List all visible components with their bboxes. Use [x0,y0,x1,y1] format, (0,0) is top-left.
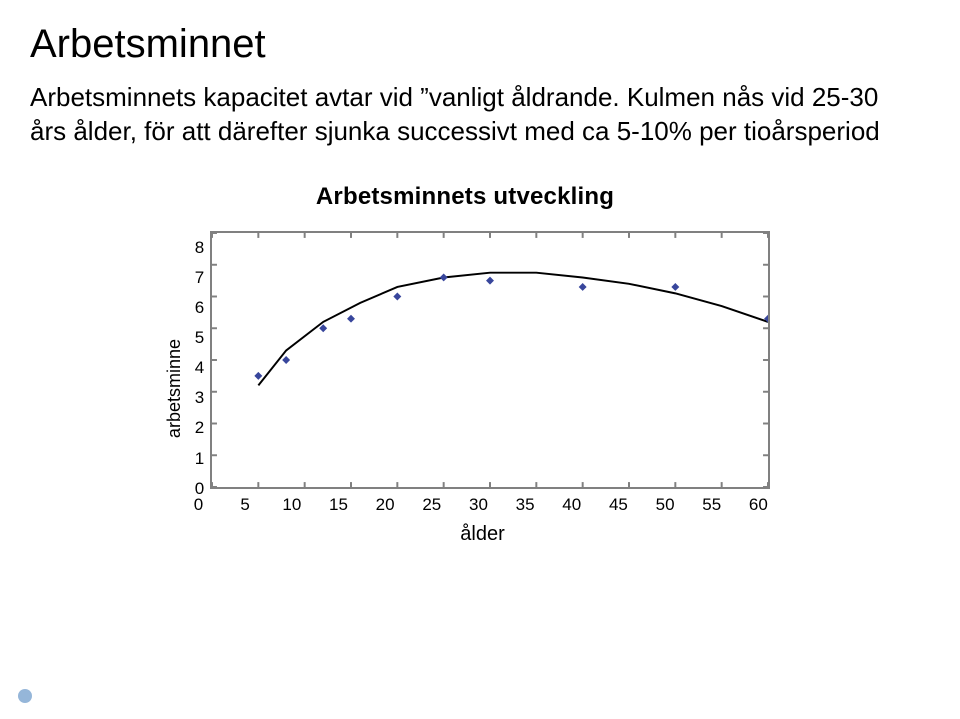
y-tick-label: 5 [195,329,204,346]
y-tick-label: 3 [195,389,204,406]
plot-column: 876543210 051015202530354045505560 ålder [195,231,770,546]
x-axis-label: ålder [460,523,504,546]
bullet-decoration [18,689,32,703]
data-marker [672,283,680,291]
slide-page: Arbetsminnet Arbetsminnets kapacitet avt… [0,0,960,719]
data-marker [440,273,448,281]
y-tick-label: 6 [195,299,204,316]
data-marker [282,356,290,364]
chart-title: Arbetsminnets utveckling [30,183,900,211]
data-marker [394,292,402,300]
data-marker [579,283,587,291]
y-tick-label: 7 [195,269,204,286]
body-paragraph: Arbetsminnets kapacitet avtar vid ”vanli… [30,80,920,149]
y-axis-ticks: 876543210 [195,231,210,489]
y-tick-label: 2 [195,419,204,436]
y-tick-label: 1 [195,450,204,467]
chart-container: Arbetsminnets utveckling arbetsminne 8 7 6… [30,183,900,546]
data-marker [347,314,355,322]
data-marker [319,324,327,332]
y-tick-label: 4 [195,359,204,376]
chart-svg [212,233,768,487]
plot-area [210,231,770,489]
y-tick-label: 8 [195,239,204,256]
x-axis-ticks: 051015202530354045505560 [203,495,763,515]
plot-row: 876543210 [195,231,770,489]
data-marker [486,276,494,284]
chart-body: arbetsminne 876543210 051015202530354045… [30,231,900,546]
page-title: Arbetsminnet [30,22,924,66]
trend-line [259,272,769,385]
y-axis-label: arbetsminne [160,339,185,438]
data-marker [255,372,263,380]
